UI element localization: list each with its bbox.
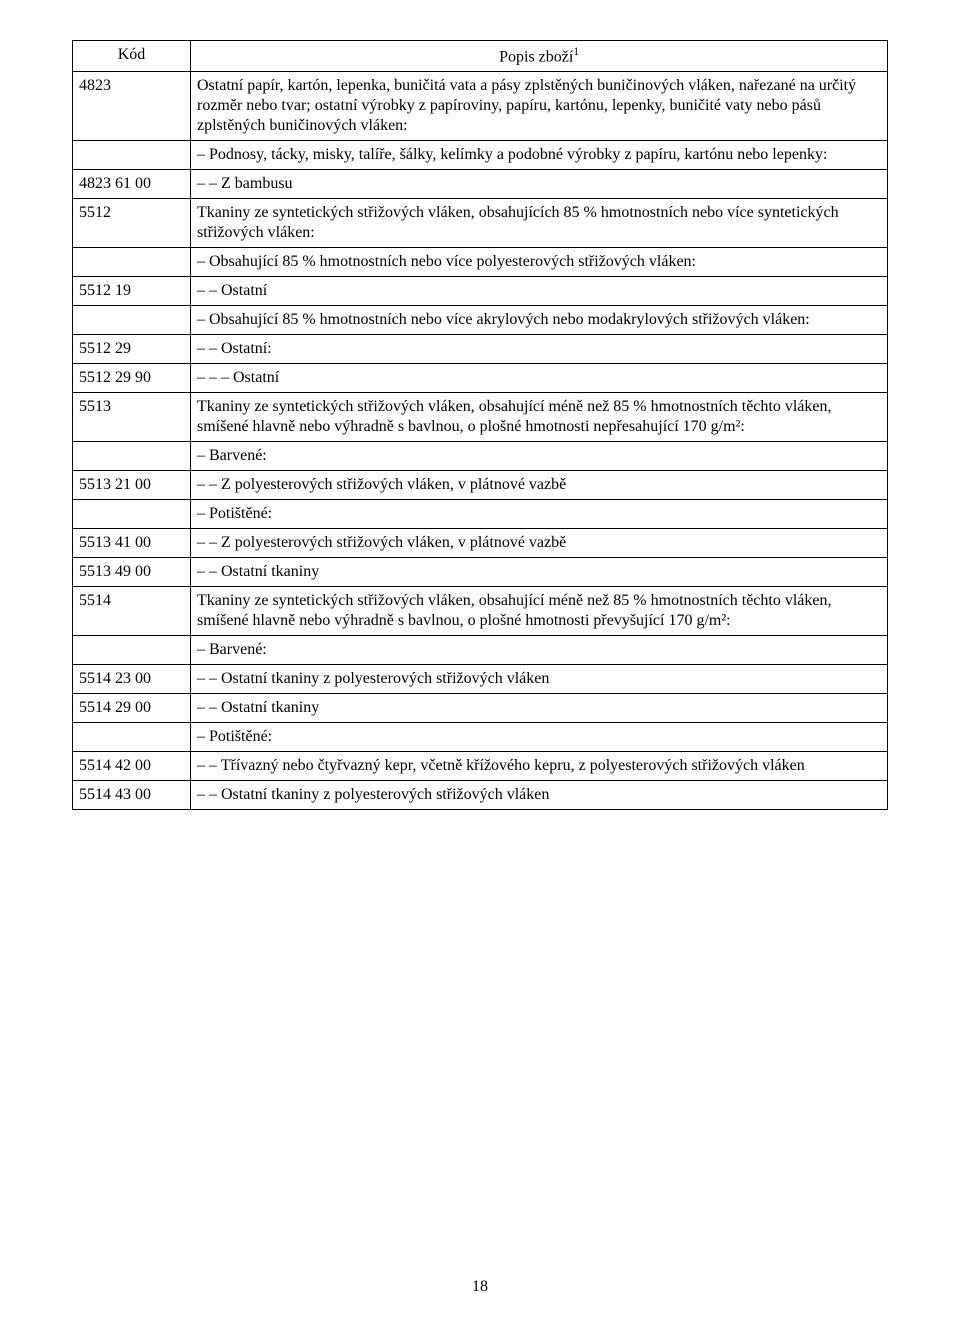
cell-desc: – – Z polyesterových střižových vláken, … bbox=[191, 529, 888, 558]
table-row: 5512 29– – Ostatní: bbox=[73, 335, 888, 364]
cell-desc: Tkaniny ze syntetických střižových vláke… bbox=[191, 199, 888, 248]
document-page: Kód Popis zboží1 4823Ostatní papír, kart… bbox=[0, 0, 960, 1336]
cell-code: 5514 bbox=[73, 587, 191, 636]
cell-desc: – Obsahující 85 % hmotnostních nebo více… bbox=[191, 248, 888, 277]
cell-code: 5512 bbox=[73, 199, 191, 248]
cell-desc: Ostatní papír, kartón, lepenka, buničitá… bbox=[191, 72, 888, 141]
table-row: 4823Ostatní papír, kartón, lepenka, buni… bbox=[73, 72, 888, 141]
cell-desc: Tkaniny ze syntetických střižových vláke… bbox=[191, 587, 888, 636]
cell-code bbox=[73, 636, 191, 665]
page-number: 18 bbox=[0, 1278, 960, 1296]
table-body: 4823Ostatní papír, kartón, lepenka, buni… bbox=[73, 72, 888, 810]
table-row: – Barvené: bbox=[73, 442, 888, 471]
cell-desc: – Barvené: bbox=[191, 442, 888, 471]
table-row: – Obsahující 85 % hmotnostních nebo více… bbox=[73, 248, 888, 277]
cell-code: 5513 21 00 bbox=[73, 471, 191, 500]
table-row: – Potištěné: bbox=[73, 723, 888, 752]
table-row: 5512 19– – Ostatní bbox=[73, 277, 888, 306]
cell-desc: – Potištěné: bbox=[191, 723, 888, 752]
cell-code bbox=[73, 723, 191, 752]
table-row: 5514Tkaniny ze syntetických střižových v… bbox=[73, 587, 888, 636]
table-row: 5513 41 00– – Z polyesterových střižovýc… bbox=[73, 529, 888, 558]
cell-code bbox=[73, 500, 191, 529]
cell-code: 5512 29 bbox=[73, 335, 191, 364]
table-row: – Podnosy, tácky, misky, talíře, šálky, … bbox=[73, 141, 888, 170]
cell-code: 5512 19 bbox=[73, 277, 191, 306]
cell-code: 4823 61 00 bbox=[73, 170, 191, 199]
cell-code: 5512 29 90 bbox=[73, 364, 191, 393]
cell-code bbox=[73, 306, 191, 335]
cell-code: 5513 41 00 bbox=[73, 529, 191, 558]
desc-label-sup: 1 bbox=[573, 46, 579, 58]
cell-desc: – – Ostatní tkaniny z polyesterových stř… bbox=[191, 781, 888, 810]
cell-desc: Tkaniny ze syntetických střižových vláke… bbox=[191, 393, 888, 442]
table-row: 5513 21 00– – Z polyesterových střižovýc… bbox=[73, 471, 888, 500]
table-row: 5512 29 90– – – Ostatní bbox=[73, 364, 888, 393]
cell-desc: – – Z bambusu bbox=[191, 170, 888, 199]
table-row: 5514 29 00– – Ostatní tkaniny bbox=[73, 694, 888, 723]
table-header-row: Kód Popis zboží1 bbox=[73, 41, 888, 72]
cell-desc: – – Ostatní tkaniny bbox=[191, 694, 888, 723]
table-row: – Potištěné: bbox=[73, 500, 888, 529]
table-row: 5512Tkaniny ze syntetických střižových v… bbox=[73, 199, 888, 248]
table-row: 5514 43 00– – Ostatní tkaniny z polyeste… bbox=[73, 781, 888, 810]
cell-desc: – – Ostatní tkaniny z polyesterových stř… bbox=[191, 665, 888, 694]
table-row: 5513 49 00– – Ostatní tkaniny bbox=[73, 558, 888, 587]
cell-desc: – – Ostatní bbox=[191, 277, 888, 306]
cell-code: 5514 23 00 bbox=[73, 665, 191, 694]
cell-code: 5513 49 00 bbox=[73, 558, 191, 587]
cell-desc: – – – Ostatní bbox=[191, 364, 888, 393]
cell-code: 5514 42 00 bbox=[73, 752, 191, 781]
cell-desc: – Barvené: bbox=[191, 636, 888, 665]
table-row: – Obsahující 85 % hmotnostních nebo více… bbox=[73, 306, 888, 335]
table-row: – Barvené: bbox=[73, 636, 888, 665]
cell-code bbox=[73, 442, 191, 471]
cell-desc: – – Třívazný nebo čtyřvazný kepr, včetně… bbox=[191, 752, 888, 781]
table-row: 5514 23 00– – Ostatní tkaniny z polyeste… bbox=[73, 665, 888, 694]
cell-desc: – – Ostatní tkaniny bbox=[191, 558, 888, 587]
col-header-desc: Popis zboží1 bbox=[191, 41, 888, 72]
cell-code bbox=[73, 141, 191, 170]
cell-desc: – Podnosy, tácky, misky, talíře, šálky, … bbox=[191, 141, 888, 170]
cell-desc: – – Ostatní: bbox=[191, 335, 888, 364]
cell-code: 5514 43 00 bbox=[73, 781, 191, 810]
table-row: 5514 42 00– – Třívazný nebo čtyřvazný ke… bbox=[73, 752, 888, 781]
cell-desc: – Obsahující 85 % hmotnostních nebo více… bbox=[191, 306, 888, 335]
cell-code: 5514 29 00 bbox=[73, 694, 191, 723]
table-row: 4823 61 00– – Z bambusu bbox=[73, 170, 888, 199]
cell-code: 4823 bbox=[73, 72, 191, 141]
cell-desc: – – Z polyesterových střižových vláken, … bbox=[191, 471, 888, 500]
table-row: 5513Tkaniny ze syntetických střižových v… bbox=[73, 393, 888, 442]
cell-desc: – Potištěné: bbox=[191, 500, 888, 529]
cell-code: 5513 bbox=[73, 393, 191, 442]
tariff-table: Kód Popis zboží1 4823Ostatní papír, kart… bbox=[72, 40, 888, 810]
desc-label-text: Popis zboží bbox=[499, 48, 573, 65]
col-header-code: Kód bbox=[73, 41, 191, 72]
cell-code bbox=[73, 248, 191, 277]
